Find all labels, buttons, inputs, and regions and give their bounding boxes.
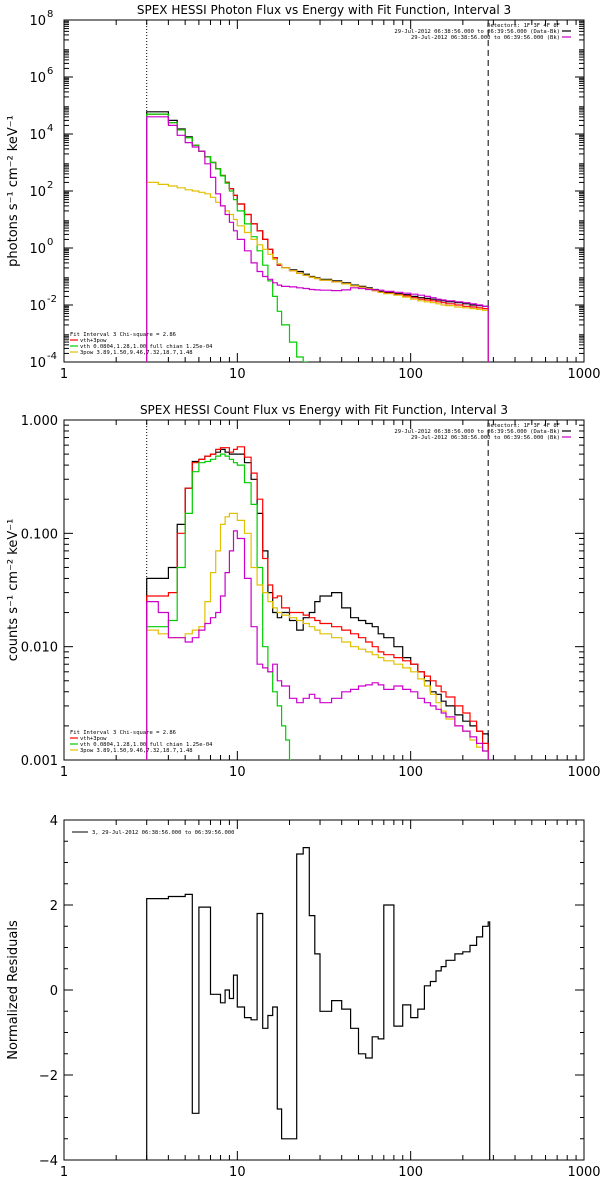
y-tick-label: 10 4: [29, 123, 53, 143]
legend-tr-line: Detectors: 1F 3F 4F 8F: [487, 23, 560, 29]
chart-title: SPEX HESSI Count Flux vs Energy with Fit…: [140, 403, 508, 417]
series-data-bk: [146, 448, 490, 760]
y-tick-label: 1.000: [21, 414, 58, 429]
y-tick-label: 2: [50, 899, 58, 914]
plot-frame: [63, 419, 585, 761]
y-tick-exp: 8: [47, 9, 53, 20]
x-tick-label: 1000: [567, 765, 600, 780]
x-tick-label: 1000: [567, 367, 600, 382]
y-axis-label: counts s⁻¹ cm⁻² keV⁻¹: [6, 519, 21, 662]
series-vth: [146, 113, 308, 362]
series-group: [146, 111, 490, 362]
y-tick-exp: -4: [47, 351, 57, 362]
legend-bl-line: vth 0.0804,1.28,1.00 full chian 1.25e-04: [80, 742, 213, 748]
y-tick-exp: -2: [47, 294, 57, 305]
series-bk: [146, 116, 490, 362]
legend-bl-line: vth+3pow: [80, 338, 107, 344]
y-tick-label: −4: [39, 1154, 58, 1169]
legend-tr-line: 29-Jul-2012 06:38:56.000 to 06:39:56.000…: [411, 435, 560, 441]
y-axis-label: photons s⁻¹ cm⁻² keV⁻¹: [6, 115, 21, 267]
chart-title: SPEX HESSI Photon Flux vs Energy with Fi…: [137, 3, 511, 17]
y-tick-label: 10 2: [29, 180, 53, 200]
y-tick-base: 10: [29, 242, 46, 257]
legend-bl-line: Fit Interval 3 Chi-square = 2.86: [70, 730, 176, 736]
x-tick-label: 100: [398, 765, 423, 780]
x-tick-label: 1: [60, 765, 68, 780]
legend-bl-line: 3pow 3.89,1.50,9.46,7.32,18.7,1.48: [80, 748, 193, 754]
y-tick-base: 10: [29, 299, 46, 314]
y-tick-base: 10: [29, 356, 46, 371]
x-tick-label: 10: [229, 367, 246, 382]
x-tick-label: 1: [60, 1165, 68, 1180]
x-tick-label: 100: [398, 367, 423, 382]
y-tick-label: 0.001: [21, 754, 58, 769]
x-tick-label: 10: [229, 765, 246, 780]
series-3pow: [146, 512, 490, 760]
y-tick-label: 0.100: [21, 527, 58, 542]
x-tick-label: 1000: [567, 1165, 600, 1180]
legend-tr-line: 29-Jul-2012 06:38:56.000 to 06:39:56.000…: [411, 35, 560, 41]
y-tick-label: 10 0: [29, 237, 53, 257]
series-vth-3pow: [146, 446, 490, 760]
series-group: [146, 847, 491, 1160]
series-data-bk: [146, 111, 490, 362]
series-3pow: [146, 181, 490, 362]
legend-bl-line: Fit Interval 3 Chi-square = 2.86: [70, 332, 176, 338]
legend-bl-line: vth+3pow: [80, 736, 107, 742]
legend-bl-line: 3pow 3.89,1.50,9.46,7.32,18.7,1.48: [80, 350, 193, 356]
y-tick-label: 4: [50, 814, 58, 829]
y-tick-label: 10 -2: [29, 294, 57, 314]
plot-frame: [63, 819, 585, 1161]
series-vth-3pow: [146, 113, 490, 362]
y-tick-label: −2: [39, 1069, 58, 1084]
series-vth: [146, 453, 291, 760]
legend-tr-line: Detectors: 1F 3F 4F 8F: [487, 423, 560, 429]
x-tick-label: 100: [398, 1165, 423, 1180]
y-tick-exp: 2: [47, 180, 53, 191]
series-3-29-jul-2012-06-38-56-000-to-06-39-56-000: [146, 847, 491, 1160]
y-tick-label: 0.010: [21, 641, 58, 656]
series-bk: [146, 530, 490, 760]
legend-bl-line: vth 0.0804,1.28,1.00 full chian 1.25e-04: [80, 344, 213, 350]
y-tick-exp: 6: [47, 66, 53, 77]
legend-tl-line: 3, 29-Jul-2012 06:38:56.000 to 06:39:56.…: [92, 830, 234, 836]
legend-tr-line: 29-Jul-2012 06:38:56.000 to 06:39:56.000…: [394, 29, 560, 35]
series-group: [146, 446, 490, 760]
y-tick-label: 10 -4: [29, 351, 57, 371]
y-axis-label: Normalized Residuals: [6, 920, 21, 1060]
y-tick-base: 10: [29, 71, 46, 86]
x-tick-label: 1: [60, 367, 68, 382]
plot-frame: [63, 19, 585, 363]
y-tick-base: 10: [29, 185, 46, 200]
x-tick-label: 10: [229, 1165, 246, 1180]
y-tick-exp: 0: [47, 237, 53, 248]
y-tick-base: 10: [29, 128, 46, 143]
y-tick-base: 10: [29, 14, 46, 29]
legend-tr-line: 29-Jul-2012 06:38:56.000 to 06:39:56.000…: [394, 429, 560, 435]
y-tick-label: 10 6: [29, 66, 53, 86]
y-tick-label: 0: [50, 984, 58, 999]
y-tick-label: 10 8: [29, 9, 53, 29]
y-tick-exp: 4: [47, 123, 53, 134]
